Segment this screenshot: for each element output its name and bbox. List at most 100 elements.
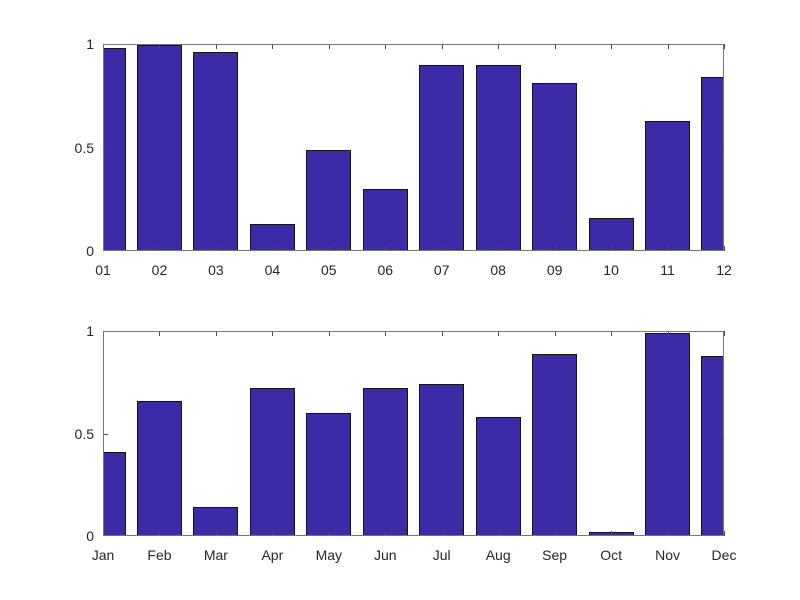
x-tick-label: Dec	[711, 547, 737, 563]
x-tick-mark-bottom	[159, 246, 160, 251]
y-tick-label: 0.5	[74, 139, 94, 156]
y-tick-mark-left	[103, 250, 108, 251]
x-tick-label: 02	[151, 262, 168, 278]
x-tick-mark-bottom	[216, 246, 217, 251]
x-tick-label: 09	[546, 262, 563, 278]
x-tick-mark-top	[611, 44, 612, 49]
x-tick-mark-top	[385, 331, 386, 336]
bar-Jan	[103, 451, 126, 536]
x-tick-label: Nov	[655, 547, 680, 563]
x-tick-mark-bottom	[498, 246, 499, 251]
y-tick-label: 1	[86, 323, 94, 339]
bar-11	[644, 120, 691, 251]
y-tick-mark-left	[103, 331, 108, 332]
x-tick-mark-top	[668, 331, 669, 336]
x-tick-mark-bottom	[442, 531, 443, 536]
x-tick-label: 03	[208, 262, 224, 278]
x-tick-mark-bottom	[272, 531, 273, 536]
x-tick-mark-top	[329, 44, 330, 49]
x-tick-mark-top	[159, 331, 160, 336]
x-tick-label: 11	[660, 262, 675, 278]
x-tick-label: Sep	[542, 547, 568, 563]
bar-Aug	[475, 417, 521, 536]
x-tick-mark-top	[159, 44, 160, 49]
y-tick-label: 0	[86, 528, 94, 544]
x-tick-label: Aug	[485, 547, 511, 563]
x-tick-mark-bottom	[385, 246, 386, 251]
bar-08	[475, 64, 521, 251]
x-tick-label: 05	[321, 262, 337, 278]
bar-12	[701, 77, 724, 251]
x-tick-mark-top	[498, 44, 499, 49]
x-tick-mark-bottom	[272, 246, 273, 251]
x-tick-label: 07	[433, 262, 450, 278]
y-tick-mark-left	[103, 535, 108, 536]
bar-07	[419, 64, 465, 251]
x-tick-label: Apr	[261, 547, 284, 563]
x-tick-mark-bottom	[329, 531, 330, 536]
y-tick-mark-left	[103, 44, 108, 45]
x-tick-label: Feb	[147, 547, 172, 563]
bar-09	[532, 83, 578, 251]
x-tick-mark-bottom	[385, 531, 386, 536]
x-tick-mark-bottom	[329, 246, 330, 251]
y-tick-mark-right	[719, 535, 724, 536]
axes-frame	[103, 331, 724, 536]
x-tick-mark-bottom	[724, 246, 725, 251]
bar-10	[588, 217, 634, 251]
bar-02	[136, 45, 183, 251]
x-tick-mark-bottom	[611, 531, 612, 536]
x-tick-label: Jan	[91, 547, 115, 563]
y-tick-mark-right	[719, 331, 724, 332]
y-tick-mark-right	[719, 44, 724, 45]
bottom-bar-chart-axes: Jan Feb Mar Apr May Jun Jul Aug Sep Oct Nov Dec 0 0.5…	[75, 324, 737, 562]
x-tick-label: May	[315, 547, 343, 563]
bar-06	[362, 188, 408, 251]
x-tick-mark-top	[611, 331, 612, 336]
bar-Jul	[419, 384, 465, 536]
x-tick-mark-top	[442, 44, 443, 49]
y-tick-mark-right	[719, 148, 724, 149]
x-tick-mark-top	[216, 331, 217, 336]
bar-Sep	[532, 353, 578, 536]
x-tick-mark-bottom	[611, 246, 612, 251]
x-tick-label: 01	[95, 262, 111, 278]
y-tick-mark-right	[719, 250, 724, 251]
x-tick-mark-bottom	[668, 246, 669, 251]
x-tick-mark-top	[272, 331, 273, 336]
bar-01	[103, 48, 126, 251]
bar-Feb	[136, 400, 183, 536]
x-tick-label: Jul	[432, 547, 451, 563]
top-bar-chart-axes: 01 02 03 04 05 06 07 08 09 10 11 12 0 0.5 1	[75, 37, 732, 277]
x-tick-mark-top	[555, 44, 556, 49]
x-tick-mark-bottom	[555, 246, 556, 251]
x-tick-mark-top	[216, 44, 217, 49]
x-tick-label: Oct	[600, 547, 622, 563]
bar-Dec	[701, 355, 724, 536]
x-tick-mark-bottom	[498, 531, 499, 536]
x-tick-mark-top	[555, 331, 556, 336]
x-tick-label: Jun	[373, 547, 397, 563]
x-tick-mark-bottom	[442, 246, 443, 251]
x-tick-mark-top	[724, 331, 725, 336]
x-tick-mark-bottom	[159, 531, 160, 536]
bar-03	[193, 52, 239, 251]
x-tick-mark-top	[668, 44, 669, 49]
x-tick-mark-top	[442, 331, 443, 336]
y-tick-label: 0.5	[74, 425, 94, 442]
y-tick-label: 1	[86, 36, 94, 52]
x-tick-mark-bottom	[555, 531, 556, 536]
y-tick-mark-left	[103, 434, 108, 435]
x-tick-mark-top	[385, 44, 386, 49]
y-tick-mark-right	[719, 434, 724, 435]
y-tick-mark-left	[103, 148, 108, 149]
bar-Apr	[249, 388, 295, 536]
x-tick-label: 12	[716, 262, 732, 278]
bar-Mar	[193, 507, 239, 536]
x-tick-mark-top	[724, 44, 725, 49]
x-tick-label: 10	[603, 262, 619, 278]
bar-05	[306, 149, 352, 251]
x-tick-mark-top	[272, 44, 273, 49]
x-tick-mark-bottom	[668, 531, 669, 536]
